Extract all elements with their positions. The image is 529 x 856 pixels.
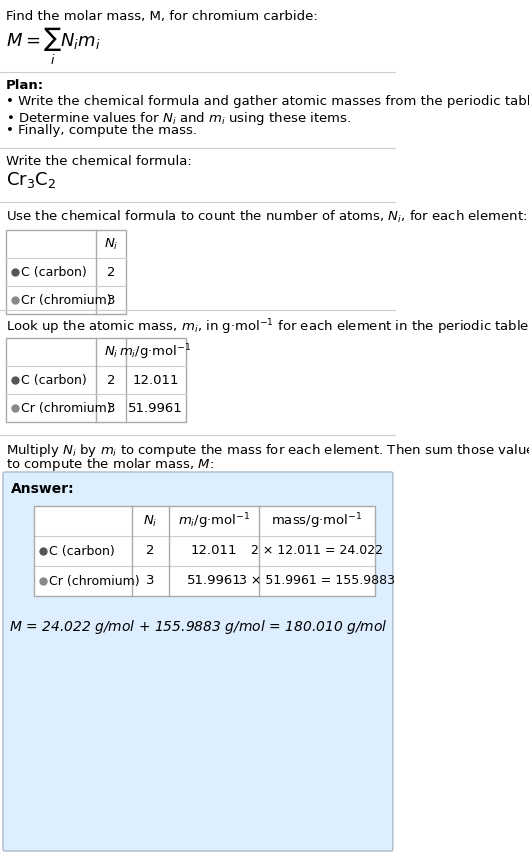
Text: 2: 2 <box>106 265 115 278</box>
Text: Answer:: Answer: <box>11 482 74 496</box>
Text: Write the chemical formula:: Write the chemical formula: <box>6 155 191 168</box>
Text: $N_i$: $N_i$ <box>104 236 118 252</box>
Text: Plan:: Plan: <box>6 79 44 92</box>
Text: 12.011: 12.011 <box>191 544 238 557</box>
Text: 3 × 51.9961 = 155.9883: 3 × 51.9961 = 155.9883 <box>239 574 395 587</box>
FancyBboxPatch shape <box>3 472 393 851</box>
Text: C (carbon): C (carbon) <box>21 265 87 278</box>
Text: C (carbon): C (carbon) <box>21 373 87 387</box>
Text: to compute the molar mass, $M$:: to compute the molar mass, $M$: <box>6 456 214 473</box>
Text: 3: 3 <box>106 294 115 306</box>
Text: Cr (chromium): Cr (chromium) <box>21 401 112 414</box>
Bar <box>6 230 126 314</box>
Text: $N_i$: $N_i$ <box>104 344 118 360</box>
Text: $M = \sum_i N_i m_i$: $M = \sum_i N_i m_i$ <box>6 26 101 67</box>
Bar <box>34 536 375 566</box>
Text: $\mathrm{Cr_3C_2}$: $\mathrm{Cr_3C_2}$ <box>6 170 56 190</box>
Text: 12.011: 12.011 <box>132 373 179 387</box>
Bar <box>6 338 186 422</box>
Text: Find the molar mass, M, for chromium carbide:: Find the molar mass, M, for chromium car… <box>6 10 318 23</box>
Text: mass/g·mol$^{-1}$: mass/g·mol$^{-1}$ <box>271 511 363 531</box>
Text: $N_i$: $N_i$ <box>143 514 158 528</box>
Text: Multiply $N_i$ by $m_i$ to compute the mass for each element. Then sum those val: Multiply $N_i$ by $m_i$ to compute the m… <box>6 442 529 459</box>
Text: 3: 3 <box>146 574 154 587</box>
Text: 2: 2 <box>106 373 115 387</box>
Text: 3: 3 <box>106 401 115 414</box>
Text: Use the chemical formula to count the number of atoms, $N_i$, for each element:: Use the chemical formula to count the nu… <box>6 209 527 225</box>
Text: Look up the atomic mass, $m_i$, in g·mol$^{-1}$ for each element in the periodic: Look up the atomic mass, $m_i$, in g·mol… <box>6 317 529 336</box>
Text: • Write the chemical formula and gather atomic masses from the periodic table.: • Write the chemical formula and gather … <box>6 95 529 108</box>
Text: 2: 2 <box>146 544 154 557</box>
Text: • Finally, compute the mass.: • Finally, compute the mass. <box>6 124 197 137</box>
Bar <box>34 506 375 536</box>
Text: Cr (chromium): Cr (chromium) <box>49 574 140 587</box>
Text: 2 × 12.011 = 24.022: 2 × 12.011 = 24.022 <box>251 544 383 557</box>
Text: $m_i$/g·mol$^{-1}$: $m_i$/g·mol$^{-1}$ <box>178 511 250 531</box>
Text: C (carbon): C (carbon) <box>49 544 115 557</box>
Bar <box>34 506 375 596</box>
Text: 51.9961: 51.9961 <box>187 574 241 587</box>
Text: $M$ = 24.022 g/mol + 155.9883 g/mol = 180.010 g/mol: $M$ = 24.022 g/mol + 155.9883 g/mol = 18… <box>8 618 387 636</box>
Text: • Determine values for $N_i$ and $m_i$ using these items.: • Determine values for $N_i$ and $m_i$ u… <box>6 110 351 127</box>
Text: $m_i$/g·mol$^{-1}$: $m_i$/g·mol$^{-1}$ <box>120 342 192 362</box>
Bar <box>34 566 375 596</box>
Text: Cr (chromium): Cr (chromium) <box>21 294 112 306</box>
Text: 51.9961: 51.9961 <box>129 401 183 414</box>
